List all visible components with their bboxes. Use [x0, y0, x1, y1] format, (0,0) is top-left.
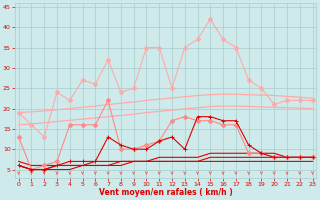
X-axis label: Vent moyen/en rafales ( km/h ): Vent moyen/en rafales ( km/h ) — [99, 188, 232, 197]
